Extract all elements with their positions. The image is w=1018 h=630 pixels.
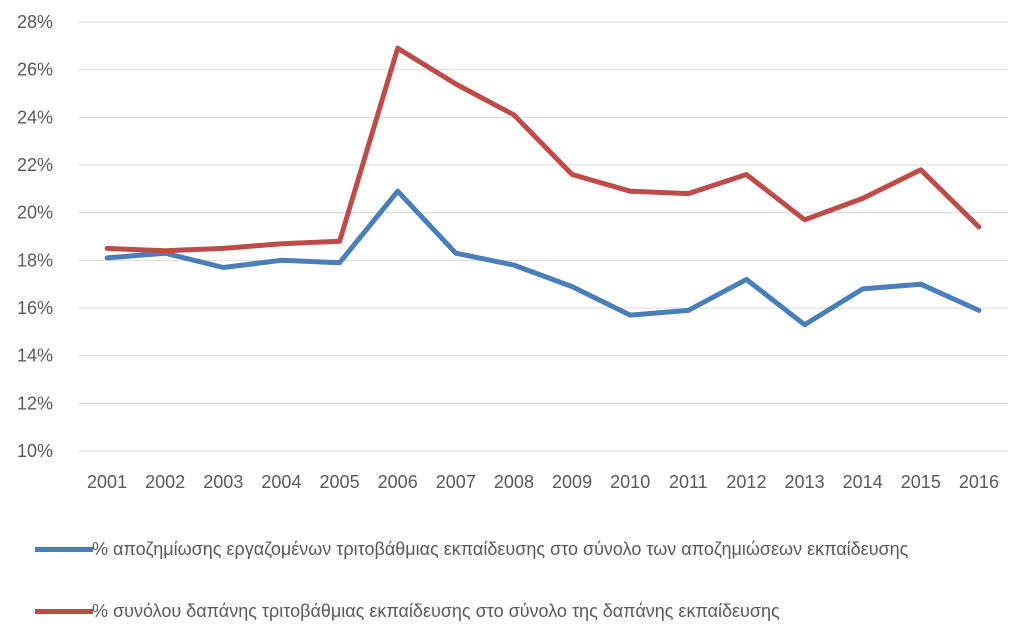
y-tick-label: 14% (17, 346, 53, 366)
line-chart: 10%12%14%16%18%20%22%24%26%28% 2001 2002 2… (17, 12, 1008, 492)
x-tick-label: 2005 (320, 472, 360, 492)
y-tick-label: 10% (17, 441, 53, 461)
legend-item-series-2: % συνόλου δαπάνης τριτοβάθμιας εκπαίδευσ… (35, 598, 995, 624)
y-tick-label: 12% (17, 393, 53, 413)
x-tick-label: 2007 (436, 472, 476, 492)
series-lines (104, 45, 982, 328)
x-tick-label: 2001 (87, 472, 127, 492)
y-tick-label: 24% (17, 107, 53, 127)
y-tick-label: 28% (17, 12, 53, 32)
series-line-2 (104, 45, 982, 254)
x-tick-label: 2008 (494, 472, 534, 492)
x-tick-label: 2004 (261, 472, 301, 492)
x-tick-label: 2011 (669, 472, 708, 492)
x-tick-label: 2014 (843, 472, 883, 492)
x-tick-label: 2002 (145, 472, 185, 492)
x-axis-ticks: 2001 2002 2003 2004 2005 2006 2007 2008 2009 2010… (87, 472, 999, 492)
y-axis-ticks: 10% 12% 14% 16% 18% 20% 22% 24% 26% 28% (17, 12, 53, 461)
series-line-1 (104, 188, 982, 328)
gridlines (78, 21, 1008, 452)
x-tick-label: 2006 (378, 472, 418, 492)
x-tick-label: 2010 (610, 472, 650, 492)
legend-item-series-1: % αποζημίωσης εργαζομένων τριτοβάθμιας ε… (35, 536, 995, 562)
y-tick-label: 22% (17, 155, 53, 175)
y-tick-label: 16% (17, 298, 53, 318)
x-tick-label: 2016 (959, 472, 999, 492)
x-tick-label: 2003 (203, 472, 243, 492)
y-tick-label: 26% (17, 60, 53, 80)
legend-swatch-series-1 (35, 547, 93, 552)
y-tick-label: 18% (17, 250, 53, 270)
x-tick-label: 2009 (552, 472, 592, 492)
x-tick-label: 2013 (785, 472, 825, 492)
x-tick-label: 2012 (726, 472, 766, 492)
y-tick-label: 20% (17, 203, 53, 223)
legend-label-series-1: % αποζημίωσης εργαζομένων τριτοβάθμιας ε… (92, 539, 909, 559)
legend-label-series-2: % συνόλου δαπάνης τριτοβάθμιας εκπαίδευσ… (92, 601, 780, 621)
legend-swatch-series-2 (35, 609, 93, 614)
x-tick-label: 2015 (901, 472, 941, 492)
